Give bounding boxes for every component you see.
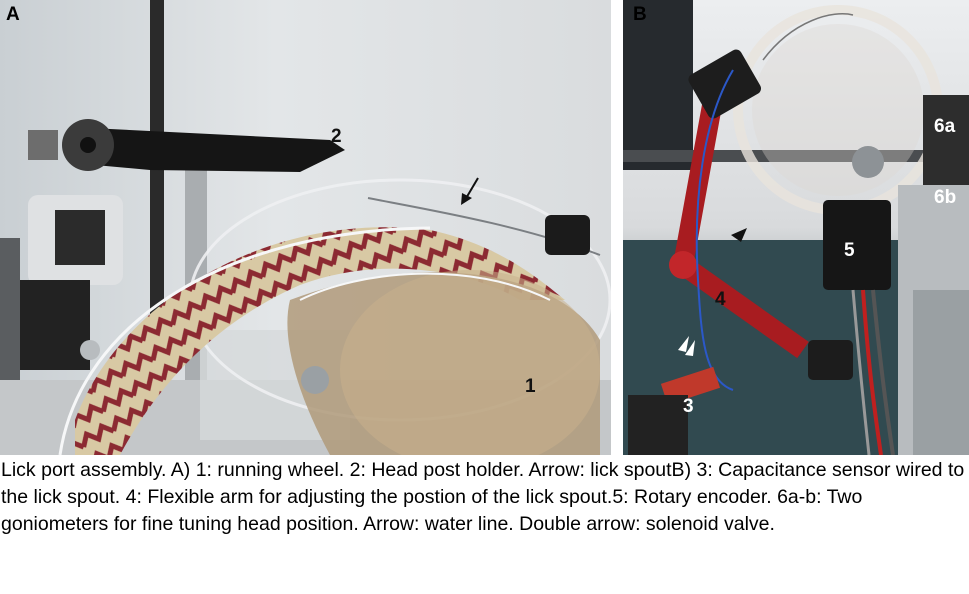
label-rotary-encoder: 5 [844, 240, 855, 261]
panel-a-letter: A [6, 4, 20, 25]
panel-b-letter: B [633, 4, 647, 25]
label-goniometer-6a: 6a [934, 116, 956, 137]
photo-panel-b: B 6a 6b 5 4 3 [623, 0, 969, 455]
label-head-post-holder: 2 [331, 126, 342, 147]
label-running-wheel: 1 [525, 376, 536, 397]
label-capacitance-sensor: 3 [683, 396, 694, 417]
figure-caption: Lick port assembly. A) 1: running wheel.… [1, 459, 965, 535]
photo-a-image [0, 0, 611, 455]
label-goniometer-6b: 6b [934, 187, 957, 208]
photo-panel-a: A 2 1 [0, 0, 611, 455]
photo-b-image [623, 0, 969, 455]
label-flexible-arm: 4 [715, 289, 726, 310]
